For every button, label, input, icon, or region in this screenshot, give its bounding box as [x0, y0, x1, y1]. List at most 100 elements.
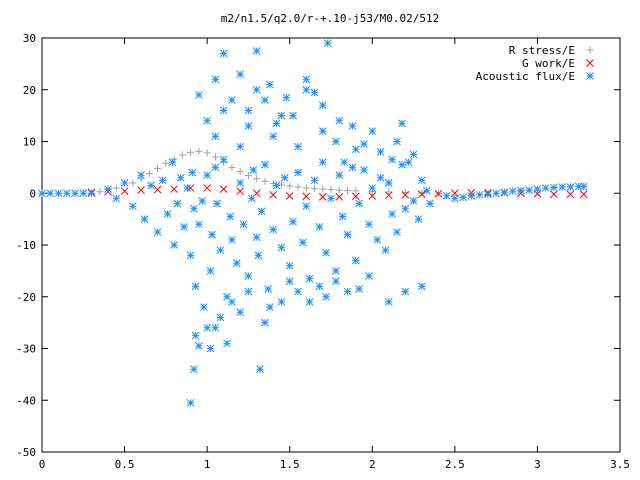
- data-point: [323, 39, 332, 48]
- data-point: [254, 251, 263, 260]
- data-point: [257, 207, 266, 216]
- data-point: [335, 193, 344, 201]
- data-point: [517, 186, 525, 195]
- data-point: [318, 101, 327, 110]
- data-point: [173, 199, 182, 208]
- x-tick-label: 0.5: [115, 458, 135, 471]
- data-point: [340, 158, 349, 167]
- data-point: [272, 181, 281, 190]
- data-point: [219, 49, 228, 58]
- data-point: [417, 176, 426, 185]
- data-point: [541, 184, 550, 192]
- series-2: [38, 39, 588, 407]
- data-point: [388, 155, 396, 164]
- data-point: [398, 119, 406, 128]
- data-point: [203, 171, 211, 179]
- data-point: [239, 220, 248, 229]
- legend-marker: [586, 59, 594, 67]
- data-point: [256, 365, 264, 374]
- legend-marker: [586, 72, 594, 80]
- data-point: [579, 182, 588, 191]
- data-point: [388, 210, 396, 218]
- data-point: [87, 189, 96, 198]
- data-point: [244, 272, 253, 280]
- legend-marker: [586, 46, 594, 54]
- data-point: [269, 132, 278, 141]
- data-point: [484, 190, 492, 199]
- data-point: [310, 88, 319, 97]
- data-point: [285, 261, 294, 270]
- data-point: [294, 142, 302, 151]
- data-point: [170, 155, 178, 163]
- data-point: [261, 96, 269, 104]
- data-point: [373, 235, 382, 244]
- data-point: [211, 153, 219, 161]
- plot-frame: [41, 37, 621, 453]
- data-point: [163, 210, 172, 218]
- data-point: [409, 197, 418, 205]
- data-point: [203, 323, 211, 332]
- data-point: [223, 292, 231, 301]
- data-point: [261, 160, 269, 169]
- data-point: [302, 184, 310, 192]
- data-point: [475, 190, 484, 199]
- data-point: [211, 75, 220, 84]
- data-point: [302, 202, 311, 211]
- data-point: [368, 127, 377, 136]
- data-point: [252, 47, 261, 55]
- data-point: [508, 187, 517, 196]
- x-tick-label: 2: [369, 458, 376, 471]
- data-point: [376, 173, 385, 182]
- data-point: [348, 163, 357, 172]
- data-point: [319, 185, 327, 193]
- data-point: [188, 168, 197, 177]
- data-point: [213, 199, 221, 208]
- data-point: [417, 282, 426, 291]
- data-point: [467, 191, 476, 200]
- data-point: [294, 287, 302, 296]
- data-point: [355, 199, 363, 208]
- data-point: [289, 217, 297, 226]
- data-point: [398, 160, 406, 169]
- data-point: [38, 189, 46, 198]
- data-point: [348, 122, 357, 130]
- data-point: [261, 177, 269, 185]
- data-point: [550, 190, 558, 199]
- data-point: [351, 192, 360, 201]
- data-point: [327, 194, 335, 203]
- data-point: [137, 171, 145, 179]
- data-point: [226, 212, 235, 221]
- data-point: [315, 223, 324, 231]
- data-point: [417, 190, 426, 199]
- data-point: [355, 285, 363, 293]
- data-point: [236, 308, 245, 317]
- data-point: [352, 187, 360, 195]
- data-point: [158, 176, 167, 185]
- data-point: [244, 122, 253, 130]
- data-point: [365, 220, 373, 229]
- y-tick-label: 30: [23, 32, 36, 45]
- data-point: [216, 246, 225, 255]
- data-point: [550, 183, 558, 192]
- data-point: [365, 272, 373, 280]
- data-point: [228, 298, 236, 306]
- x-tick-label: 3: [534, 458, 541, 471]
- data-point: [385, 188, 393, 196]
- y-tick-label: -40: [16, 394, 36, 407]
- data-point: [289, 111, 297, 120]
- data-point: [236, 70, 245, 79]
- data-point: [574, 182, 583, 191]
- data-point: [360, 166, 368, 174]
- data-point: [46, 189, 55, 198]
- data-point: [120, 179, 129, 187]
- data-point: [261, 318, 269, 327]
- data-point: [253, 175, 261, 183]
- data-point: [228, 235, 236, 244]
- data-point: [219, 155, 228, 164]
- data-point: [393, 228, 401, 236]
- data-point: [294, 168, 302, 177]
- data-point: [236, 187, 245, 196]
- data-point: [244, 172, 252, 180]
- x-tick-label: 2.5: [445, 458, 465, 471]
